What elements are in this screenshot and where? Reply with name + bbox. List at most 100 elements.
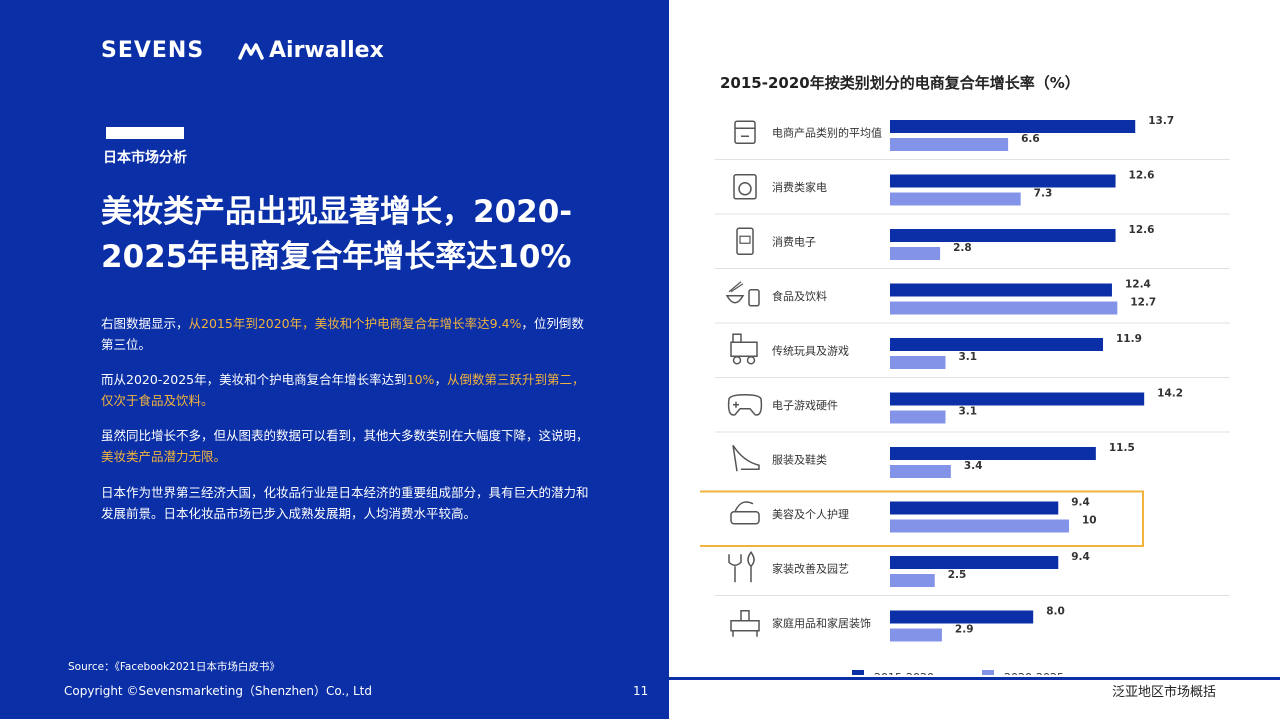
data-label: 14.2 (1157, 388, 1183, 400)
bar (890, 501, 1059, 515)
legend-swatch (852, 670, 864, 675)
icon-part (734, 120, 756, 144)
category-label: 消费电子 (772, 234, 816, 248)
data-label: 2.5 (948, 569, 967, 581)
data-label: 12.7 (1130, 297, 1156, 309)
copyright: Copyright ©Sevensmarketing（Shenzhen）Co.,… (64, 684, 372, 698)
category-label: 服装及鞋类 (772, 452, 827, 466)
data-label: 11.9 (1116, 333, 1142, 345)
data-label: 3.1 (958, 406, 977, 418)
category-label: 传统玩具及游戏 (772, 344, 849, 357)
headline: 美妆类产品出现显著增长，2020- 2025年电商复合年增长率达10% (101, 190, 621, 280)
category-label: 美容及个人护理 (772, 507, 849, 521)
bar (890, 628, 942, 642)
category-label: 电子游戏硬件 (772, 399, 838, 412)
p2-text: 而从2020-2025年，美妆和个护电商复合年增长率达到 (101, 372, 407, 387)
bar (890, 519, 1069, 533)
headline-line-1: 美妆类产品出现显著增长，2020- (101, 194, 573, 230)
data-label: 6.6 (1021, 133, 1040, 145)
data-label: 9.4 (1071, 551, 1090, 563)
bar (890, 447, 1096, 460)
section-title: 日本市场分析 (103, 150, 187, 166)
bar (890, 138, 1009, 151)
footer-rule (669, 677, 1280, 680)
headline-line-2: 2025年电商复合年增长率达10% (101, 239, 572, 275)
paragraph-2: 而从2020-2025年，美妆和个护电商复合年增长率达到10%，从倒数第三跃升到… (101, 369, 591, 411)
icon-part (736, 227, 754, 255)
paragraph-1: 右图数据显示，从2015年到2020年，美妆和个护电商复合年增长率达9.4%，位… (101, 313, 591, 355)
data-label: 2.9 (955, 624, 974, 636)
icon-part (748, 289, 760, 307)
p1-text: 右图数据显示， (101, 316, 189, 331)
p3-text: 虽然同比增长不多，但从图表的数据可以看到，其他大多数类别在大幅度下降，这说明， (101, 428, 589, 443)
icon-part (727, 393, 763, 416)
icon-part (732, 444, 760, 472)
data-label: 12.4 (1125, 279, 1151, 291)
section-bar (106, 127, 184, 139)
page-number: 11 (633, 684, 649, 698)
bar (890, 410, 946, 424)
garden-tools-icon (728, 550, 755, 583)
toy-train-icon (730, 333, 758, 365)
bar-chart: 电商产品类别的平均值 13.7 6.6 消费类家电 12.6 7.3 消费电子 12.6 2.8… (700, 115, 1230, 675)
p1-text-end: ，位列倒数第三位。 (101, 316, 584, 352)
category-label: 食品及饮料 (772, 289, 827, 303)
category-label: 消费类家电 (772, 180, 827, 194)
data-label: 10 (1082, 515, 1097, 527)
icon-part (728, 550, 755, 583)
data-label: 3.1 (958, 351, 977, 363)
data-label: 7.3 (1034, 188, 1053, 200)
bar (890, 356, 946, 369)
gamepad-icon (727, 393, 763, 416)
bar (890, 247, 941, 260)
paragraph-4: 日本作为世界第三经济大国，化妆品行业是日本经济的重要组成部分，具有巨大的潜力和发… (101, 485, 589, 521)
data-label: 12.6 (1129, 224, 1155, 236)
legend-label: 2015-2020 (874, 671, 934, 675)
icon-part (728, 281, 744, 293)
left-panel: SEVENS Airwallex 日本市场分析 美妆类产品出现显著增长，2020… (0, 0, 669, 719)
bar (890, 174, 1116, 188)
furniture-icon (730, 610, 760, 637)
icon-part (734, 501, 754, 513)
source-note: Source：《Facebook2021日本市场白皮书》 (68, 661, 280, 673)
icon-part (725, 295, 745, 304)
cosmetics-icon (730, 501, 760, 525)
sevens-logo: SEVENS (101, 38, 205, 63)
p3-highlight: 美妆类产品潜力无限。 (101, 449, 227, 464)
airwallex-mark-icon (238, 42, 264, 60)
bar (890, 229, 1116, 242)
bar (890, 392, 1145, 406)
phone-icon (736, 227, 754, 255)
category-label: 家装改善及园艺 (772, 561, 849, 575)
icon-part (739, 235, 751, 244)
airwallex-logo-text: Airwallex (269, 38, 384, 63)
bar (890, 301, 1118, 315)
p2-highlight-value: 10% (406, 372, 435, 387)
airwallex-logo: Airwallex (238, 38, 384, 63)
food-icon (725, 281, 760, 307)
bar (890, 283, 1112, 297)
category-label: 电商产品类别的平均值 (772, 125, 882, 139)
icon-part (732, 333, 742, 343)
data-label: 3.4 (964, 460, 983, 472)
data-label: 2.8 (953, 242, 972, 254)
bar (890, 120, 1136, 133)
icon-part (732, 356, 742, 365)
data-label: 9.4 (1071, 497, 1090, 509)
p1-highlight: 从2015年到2020年，美妆和个护电商复合年增长率达9.4% (188, 316, 522, 331)
bar (890, 338, 1104, 351)
p2-comma: ， (434, 372, 447, 387)
icon-part (733, 174, 757, 200)
icon-part (732, 610, 758, 637)
bar (890, 610, 1034, 624)
p2-highlight: 从倒数第三跃升到第二，仅次于食品及饮料。 (101, 372, 585, 408)
data-label: 12.6 (1129, 170, 1155, 182)
chart-title: 2015-2020年按类别划分的电商复合年增长率（%） (720, 74, 1080, 92)
highlight-box (700, 490, 1144, 547)
washing-machine-icon (733, 174, 757, 200)
category-label: 家庭用品和家居装饰 (772, 616, 871, 630)
icon-part (735, 127, 755, 137)
icon-part (730, 620, 760, 632)
icon-part (738, 182, 752, 196)
data-label: 13.7 (1148, 115, 1174, 127)
